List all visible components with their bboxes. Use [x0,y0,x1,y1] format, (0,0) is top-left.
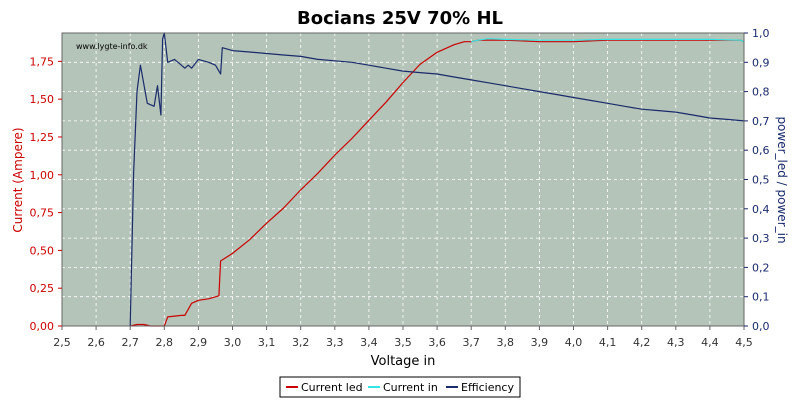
y-right-axis-label: power_led / power_in [775,116,789,243]
x-tick-label: 2,6 [87,336,105,349]
watermark: www.lygte-info.dk [76,42,148,51]
y-right-tick-label: 0,9 [752,56,770,69]
y-left-tick-label: 0,00 [30,320,55,333]
x-tick-label: 3,4 [360,336,378,349]
x-tick-label: 3,5 [394,336,412,349]
y-right-tick-label: 0,7 [752,115,770,128]
y-left-tick-label: 0,75 [30,207,55,220]
y-right-tick-label: 0,6 [752,144,770,157]
y-left-tick-label: 1,25 [30,131,55,144]
y-left-tick-label: 1,00 [30,169,55,182]
x-tick-label: 3,3 [326,336,344,349]
legend-label-current-in: Current in [383,381,438,394]
legend-box [279,376,521,398]
x-tick-label: 2,7 [121,336,139,349]
x-tick-label: 3,1 [258,336,276,349]
x-axis-label: Voltage in [371,354,436,369]
y-right-tick-label: 1,0 [752,27,770,40]
series-line-current-in [471,38,745,43]
y-left-tick-label: 0,50 [30,244,55,257]
x-tick-label: 2,5 [53,336,71,349]
y-right-tick-label: 0,1 [752,291,770,304]
y-right-tick-label: 0,5 [752,174,770,187]
y-left-axis-ticks: 0,00 0,25 0,50 0,75 1,00 1,25 1,50 1,75 [30,55,62,333]
legend-label-efficiency: Efficiency [461,381,514,394]
series-layer [129,32,745,327]
series-line-efficiency [129,32,745,327]
x-tick-label: 4,2 [633,336,651,349]
x-tick-label: 3,7 [462,336,480,349]
x-tick-label: 3,9 [531,336,549,349]
x-tick-label: 4,0 [565,336,583,349]
y-right-axis-ticks: 0,0 0,1 0,2 0,3 0,4 0,5 0,6 0,7 0,8 0,9 1,0 [744,27,770,333]
y-right-tick-label: 0,0 [752,320,770,333]
grid [62,33,744,326]
x-tick-label: 3,2 [292,336,310,349]
x-tick-label: 4,1 [599,336,617,349]
x-tick-label: 2,8 [156,336,174,349]
y-left-axis-label: Current (Ampere) [11,127,25,232]
x-axis-ticks: 2,5 2,6 2,7 2,8 2,9 3,0 3,1 3,2 3,3 3,4 3,5 3,6 3,7 3… [53,326,753,349]
y-right-tick-label: 0,8 [752,86,770,99]
series-line-current-led [130,39,745,327]
x-tick-label: 4,5 [735,336,753,349]
y-left-tick-label: 1,50 [30,93,55,106]
chart-title: Bocians 25V 70% HL [297,8,503,29]
y-left-tick-label: 0,25 [30,282,55,295]
x-tick-label: 3,0 [224,336,242,349]
y-right-tick-label: 0,2 [752,261,770,274]
x-tick-label: 2,9 [190,336,208,349]
legend-label-current-led: Current led [301,381,363,394]
x-tick-label: 3,8 [497,336,515,349]
x-tick-label: 3,6 [428,336,446,349]
y-left-tick-label: 1,75 [30,55,55,68]
legend: Current led Current in Efficiency [279,376,521,398]
y-right-tick-label: 0,4 [752,203,770,216]
y-right-tick-label: 0,3 [752,232,770,245]
x-tick-label: 4,4 [701,336,719,349]
x-tick-label: 4,3 [667,336,685,349]
